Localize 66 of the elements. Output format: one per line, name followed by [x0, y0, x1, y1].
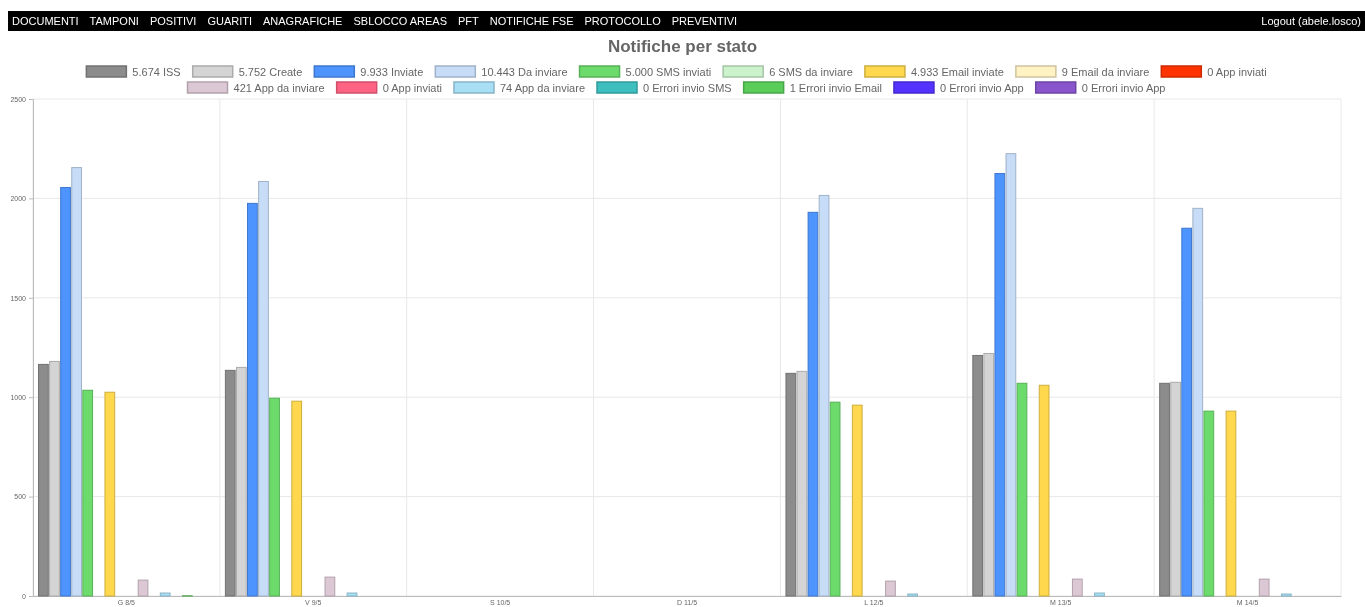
- bar: [258, 181, 269, 597]
- bar: [82, 389, 94, 597]
- bar: [71, 167, 82, 597]
- bar: [807, 211, 819, 597]
- legend-label: 0 App inviati: [382, 82, 442, 94]
- bar: [247, 202, 258, 597]
- bar: [49, 360, 60, 597]
- bar: [885, 580, 896, 597]
- bar: [1094, 592, 1105, 597]
- text: DOCUMENTI: [12, 15, 79, 27]
- bar: [1170, 381, 1181, 597]
- legend-label: 5.674 ISS: [132, 66, 181, 78]
- bar: [224, 369, 236, 597]
- text: ANAGRAFICHE: [263, 15, 343, 27]
- legend-label: 5.000 SMS inviati: [625, 66, 712, 78]
- text: SBLOCCO AREAS: [353, 15, 448, 27]
- bar: [159, 592, 171, 597]
- text: PFT: [458, 15, 480, 27]
- bar: [1258, 578, 1270, 597]
- text: PREVENTIVI: [671, 15, 738, 27]
- legend-label: 0 Errori invio App: [1081, 82, 1166, 94]
- bar: [346, 592, 358, 597]
- bar: [1005, 153, 1017, 597]
- bar: [1192, 207, 1204, 597]
- bar: [1159, 382, 1170, 597]
- text: GUARITI: [207, 15, 252, 27]
- bar: [269, 397, 280, 597]
- chart-title: Notifiche per stato: [607, 37, 758, 56]
- legend-label: 0 Errori invio App: [939, 82, 1024, 94]
- legend-label: 9.933 Inviate: [360, 66, 424, 78]
- text: NOTIFICHE FSE: [489, 15, 574, 27]
- legend-label: 10.443 Da inviare: [481, 66, 568, 78]
- bar: [1038, 384, 1050, 597]
- legend-label: 5.752 Create: [238, 66, 303, 78]
- legend-label: 1 Errori invio Email: [789, 82, 882, 94]
- bar: [994, 173, 1006, 597]
- legend-label: 421 App da inviare: [233, 82, 325, 94]
- bar: [235, 366, 247, 597]
- bar: [137, 579, 149, 597]
- bar: [1203, 410, 1215, 597]
- bar: [1071, 578, 1083, 597]
- text: Logout (abele.losco): [1261, 15, 1361, 27]
- bar: [1016, 382, 1028, 597]
- bar: [851, 404, 863, 597]
- bar: [796, 370, 808, 597]
- bar: [104, 391, 116, 597]
- text: PROTOCOLLO: [584, 15, 662, 27]
- bar: [818, 194, 830, 597]
- legend-label: 0 App inviati: [1207, 66, 1267, 78]
- bar: [983, 352, 995, 597]
- text: POSITIVI: [149, 15, 197, 27]
- bar: [1225, 410, 1237, 597]
- bar: [38, 363, 49, 597]
- legend-label: 9 Email da inviare: [1061, 66, 1150, 78]
- bar: [324, 576, 336, 597]
- legend-label: 6 SMS da inviare: [769, 66, 853, 78]
- bar: [60, 186, 71, 597]
- bar: [785, 372, 797, 597]
- legend-label: 4.933 Email inviate: [910, 66, 1004, 78]
- legend-label: 74 App da inviare: [499, 82, 585, 94]
- bar: [1181, 227, 1193, 597]
- text: TAMPONI: [89, 15, 139, 27]
- bar: [829, 401, 841, 597]
- bar: [972, 354, 984, 597]
- legend-label: 0 Errori invio SMS: [643, 82, 732, 94]
- bar: [291, 400, 303, 597]
